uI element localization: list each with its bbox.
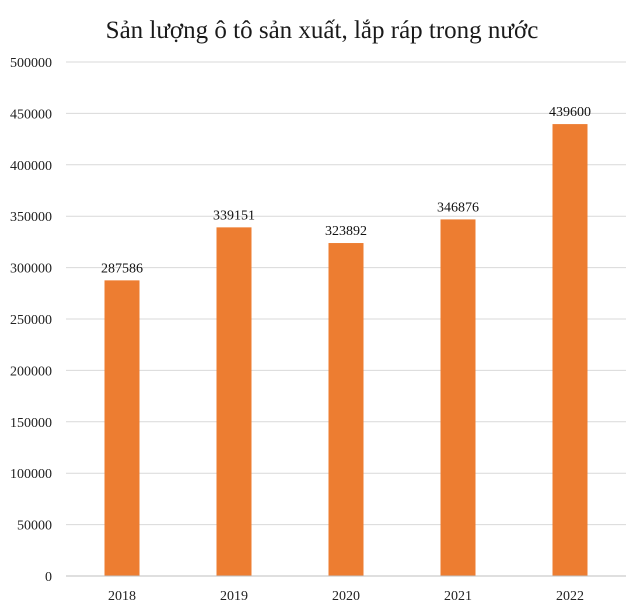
y-tick-label: 100000 (10, 467, 52, 482)
data-labels: 287586 339151 323892 346876 439600 (101, 105, 591, 276)
bar-2021 (440, 219, 476, 576)
x-tick-label: 2020 (332, 589, 360, 604)
y-tick-label: 450000 (10, 107, 52, 122)
data-label: 346876 (437, 200, 479, 215)
y-tick-label: 50000 (17, 519, 52, 534)
chart-title: Sản lượng ô tô sản xuất, lắp ráp trong n… (106, 17, 539, 44)
y-tick-label: 400000 (10, 159, 52, 174)
data-label: 339151 (213, 208, 255, 223)
y-tick-label: 500000 (10, 56, 52, 71)
y-tick-label: 200000 (10, 364, 52, 379)
data-label: 439600 (549, 105, 591, 120)
bar-2022 (552, 124, 588, 577)
data-label: 323892 (325, 224, 367, 239)
bar-2018 (104, 280, 140, 576)
y-tick-label: 250000 (10, 313, 52, 328)
x-tick-label: 2019 (220, 589, 248, 604)
bar-2019 (216, 227, 252, 576)
x-tick-label: 2021 (444, 589, 472, 604)
y-axis-ticks: 0 50000 100000 150000 200000 250000 300000 3500… (10, 56, 52, 585)
bars (104, 124, 588, 577)
y-tick-label: 0 (45, 570, 52, 585)
y-tick-label: 300000 (10, 262, 52, 277)
x-tick-label: 2018 (108, 589, 136, 604)
y-tick-label: 350000 (10, 210, 52, 225)
bar-2020 (328, 243, 364, 577)
y-tick-label: 150000 (10, 416, 52, 431)
data-label: 287586 (101, 261, 143, 276)
x-tick-label: 2022 (556, 589, 584, 604)
x-axis-ticks: 2018 2019 2020 2021 2022 (108, 589, 584, 604)
